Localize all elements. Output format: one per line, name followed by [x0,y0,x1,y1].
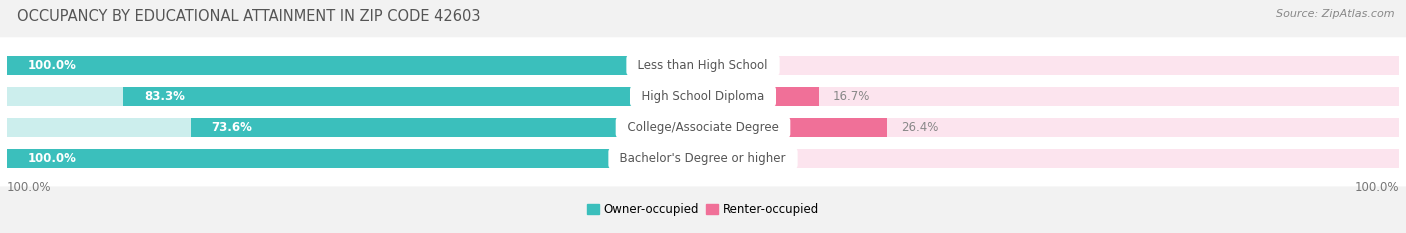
Bar [124,87,703,106]
Text: Source: ZipAtlas.com: Source: ZipAtlas.com [1277,9,1395,19]
Text: 0.0%: 0.0% [717,152,747,165]
Bar [7,149,703,168]
Text: College/Associate Degree: College/Associate Degree [620,121,786,134]
Text: 83.3%: 83.3% [145,90,186,103]
Text: OCCUPANCY BY EDUCATIONAL ATTAINMENT IN ZIP CODE 42603: OCCUPANCY BY EDUCATIONAL ATTAINMENT IN Z… [17,9,481,24]
Text: 100.0%: 100.0% [28,152,77,165]
Text: 100.0%: 100.0% [1354,181,1399,194]
Text: Less than High School: Less than High School [630,59,776,72]
Bar [7,149,703,168]
Text: 73.6%: 73.6% [212,121,253,134]
Bar [7,56,703,75]
Bar [191,118,703,137]
Bar [703,87,820,106]
Text: Bachelor's Degree or higher: Bachelor's Degree or higher [613,152,793,165]
Text: 100.0%: 100.0% [7,181,52,194]
Bar [703,87,1399,106]
FancyBboxPatch shape [0,68,1406,124]
Bar [7,56,703,75]
Bar [703,118,887,137]
Bar [7,118,703,137]
Text: High School Diploma: High School Diploma [634,90,772,103]
Text: 0.0%: 0.0% [717,59,747,72]
FancyBboxPatch shape [0,130,1406,186]
Bar [703,56,1399,75]
Bar [703,149,1399,168]
FancyBboxPatch shape [0,99,1406,155]
Text: 16.7%: 16.7% [834,90,870,103]
Bar [703,118,1399,137]
Text: 100.0%: 100.0% [28,59,77,72]
Text: 26.4%: 26.4% [901,121,938,134]
FancyBboxPatch shape [0,37,1406,93]
Legend: Owner-occupied, Renter-occupied: Owner-occupied, Renter-occupied [582,198,824,221]
Bar [7,87,703,106]
